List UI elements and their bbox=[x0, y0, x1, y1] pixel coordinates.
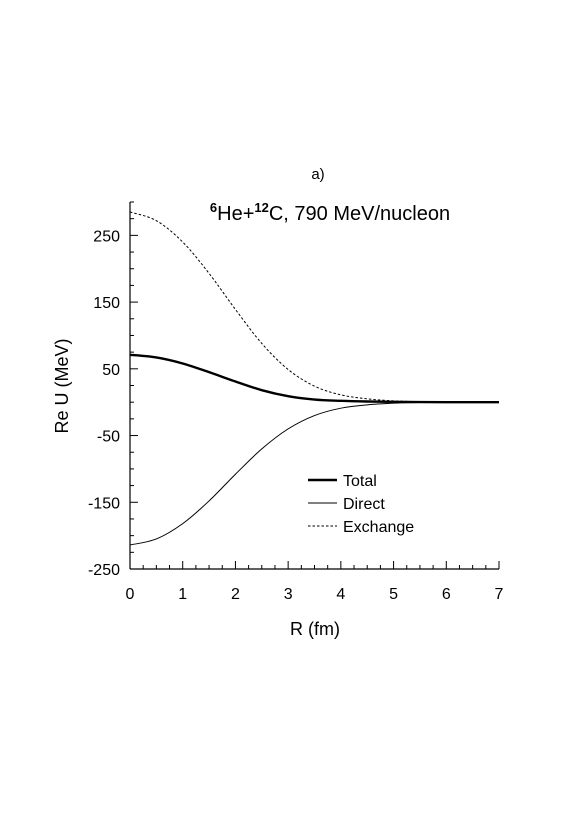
y-axis-label: Re U (MeV) bbox=[52, 338, 72, 433]
y-tick-label: 250 bbox=[93, 228, 120, 245]
y-axis-ticks: -250 -150 -50 50 150 250 bbox=[88, 201, 138, 579]
x-axis-label: R (fm) bbox=[290, 619, 340, 639]
title-part: He+ bbox=[217, 203, 254, 225]
title-part: 12 bbox=[254, 200, 268, 215]
legend-label: Exchange bbox=[343, 519, 414, 536]
panel-label: a) bbox=[311, 166, 324, 183]
title-part: C, 790 MeV/nucleon bbox=[269, 203, 450, 225]
y-tick-label: -150 bbox=[88, 495, 120, 512]
x-tick-label: 1 bbox=[178, 586, 187, 603]
y-tick-label: -250 bbox=[88, 562, 120, 579]
x-tick-label: 0 bbox=[126, 586, 135, 603]
x-tick-label: 3 bbox=[284, 586, 293, 603]
series-line-direct bbox=[129, 401, 500, 546]
series-line-total bbox=[129, 353, 499, 404]
series-line-exchange bbox=[129, 211, 500, 403]
x-tick-label: 4 bbox=[336, 586, 345, 603]
legend-label: Direct bbox=[343, 496, 385, 513]
chart-title: 6He+12C, 790 MeV/nucleon bbox=[210, 200, 450, 225]
axes bbox=[129, 202, 499, 570]
x-tick-label: 2 bbox=[231, 586, 240, 603]
y-tick-label: 150 bbox=[93, 295, 120, 312]
series-layer bbox=[129, 211, 500, 546]
x-tick-label: 5 bbox=[389, 586, 398, 603]
legend-label: Total bbox=[343, 473, 377, 490]
title-part: 6 bbox=[210, 200, 217, 215]
y-tick-label: -50 bbox=[97, 429, 120, 446]
x-tick-label: 6 bbox=[442, 586, 451, 603]
y-tick-label: 50 bbox=[102, 362, 120, 379]
legend: Total Direct Exchange bbox=[308, 473, 414, 536]
x-tick-label: 7 bbox=[495, 586, 504, 603]
x-axis-ticks: 0 1 2 3 4 5 6 7 bbox=[126, 561, 504, 603]
